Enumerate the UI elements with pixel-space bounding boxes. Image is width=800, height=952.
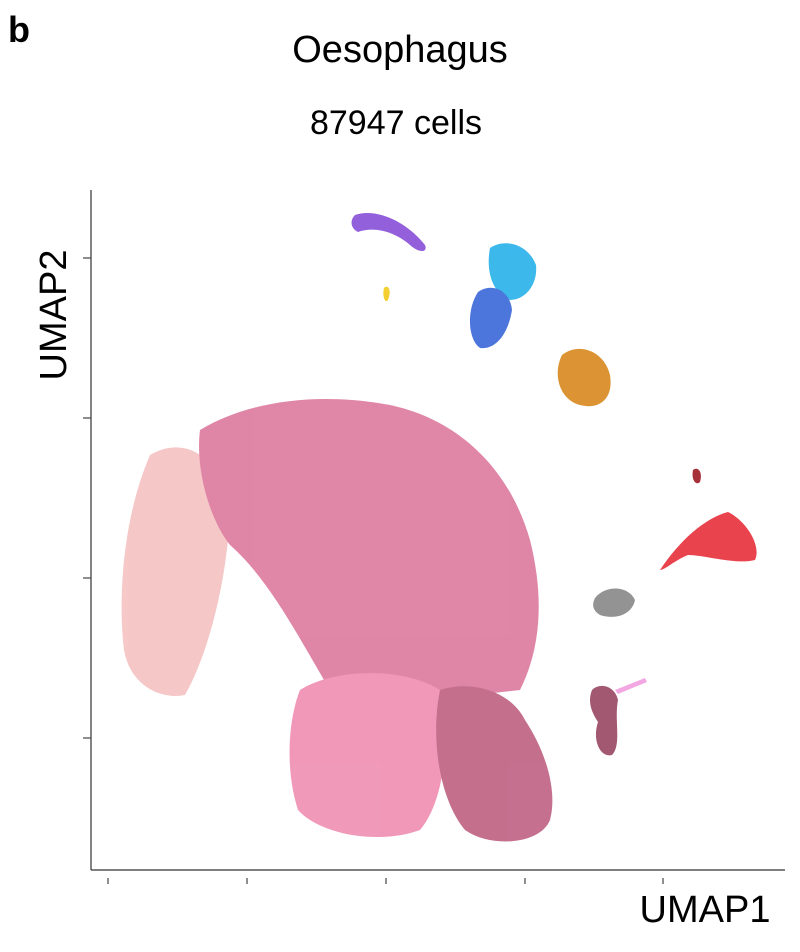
chart-title: Oesophagus: [292, 29, 508, 71]
cluster: [557, 348, 611, 407]
cluster: [121, 447, 228, 696]
cluster: [351, 213, 426, 252]
panel-label: b: [8, 9, 30, 50]
cluster: [436, 686, 553, 842]
cluster: [383, 286, 390, 302]
y-axis-label: UMAP2: [33, 250, 75, 381]
cluster: [488, 243, 537, 300]
chart-subtitle: 87947 cells: [310, 104, 482, 142]
cluster: [289, 673, 445, 838]
x-axis-label: UMAP1: [640, 889, 771, 931]
axes: [83, 190, 785, 884]
cluster: [615, 678, 647, 694]
cluster: [692, 468, 701, 484]
cluster: [660, 512, 757, 570]
cluster: [593, 588, 635, 617]
cluster: [469, 287, 512, 349]
clusters: [121, 213, 757, 842]
cluster: [590, 685, 618, 756]
cluster: [199, 398, 539, 700]
